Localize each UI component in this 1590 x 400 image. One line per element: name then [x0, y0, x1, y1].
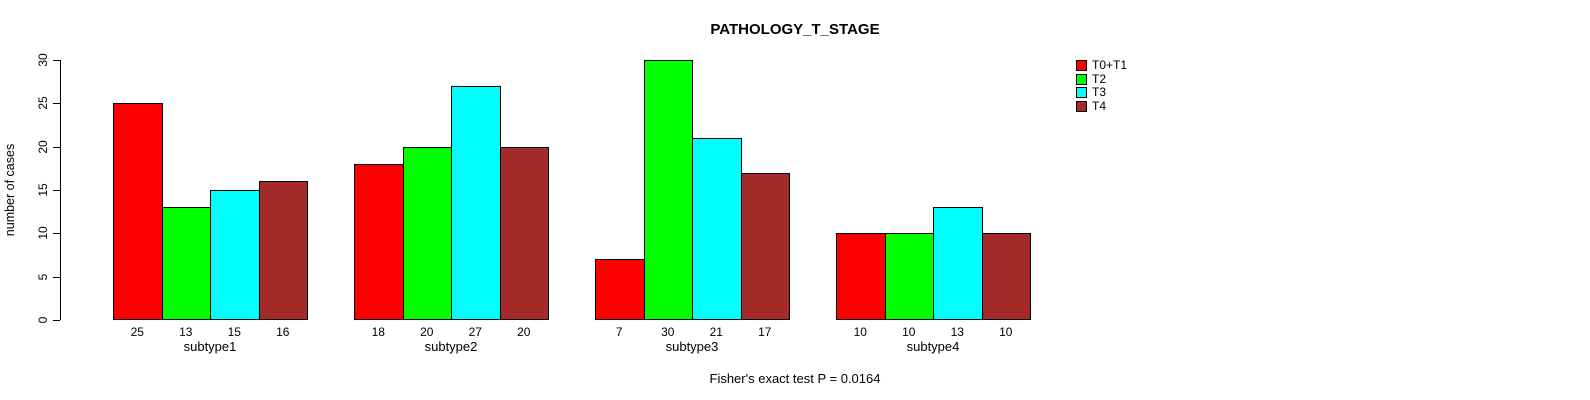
category-label-subtype1: subtype1	[183, 339, 237, 354]
legend-item-t0-t1: T0+T1	[1076, 59, 1127, 73]
bar-value-label: 16	[276, 325, 290, 339]
y-tick-label: 5	[36, 273, 50, 280]
legend-item-t2: T2	[1076, 71, 1127, 87]
bar-value-label: 20	[517, 325, 531, 339]
y-tick-label: 10	[36, 226, 50, 241]
bar-value-label: 25	[130, 325, 144, 339]
bar-value-label: 27	[468, 325, 482, 339]
y-tick-label: 20	[36, 139, 50, 154]
bar-value-label: 21	[709, 325, 723, 339]
bar-subtype3-t4	[740, 172, 790, 320]
bar-subtype3-t2	[643, 60, 693, 320]
bar-subtype2-t4	[499, 146, 549, 320]
legend-label: T4	[1092, 98, 1107, 113]
bar-value-label: 15	[227, 325, 241, 339]
category-label-subtype2: subtype2	[424, 339, 478, 354]
bar-value-label: 20	[420, 325, 434, 339]
bar-value-label: 10	[902, 325, 916, 339]
bar-value-label: 10	[853, 325, 867, 339]
y-axis-tick	[53, 233, 60, 235]
category-label-subtype3: subtype3	[665, 339, 719, 354]
bar-value-label: 13	[950, 325, 964, 339]
chart-title: PATHOLOGY_T_STAGE	[710, 21, 880, 38]
bar-subtype4-t4	[981, 233, 1031, 320]
bar-subtype1-t3	[210, 190, 260, 320]
y-axis-tick	[53, 320, 60, 321]
y-axis-tick	[53, 190, 60, 191]
y-tick-label: 25	[36, 96, 50, 111]
y-axis-tick	[53, 103, 60, 105]
bar-subtype1-t0-t1	[113, 103, 163, 320]
bar-subtype1-t2	[161, 207, 211, 320]
bar-subtype3-t3	[692, 138, 742, 320]
bar-subtype4-t3	[933, 207, 983, 320]
legend-item-t3: T3	[1076, 86, 1127, 100]
legend: T0+T1 T2 T3 T4	[1076, 59, 1127, 113]
y-tick-label: 0	[36, 316, 50, 324]
bar-value-label: 30	[661, 325, 675, 339]
y-axis-tick	[53, 60, 60, 61]
bar-subtype1-t4	[258, 181, 308, 320]
legend-label: T3	[1092, 85, 1107, 100]
bar-subtype2-t2	[402, 146, 452, 320]
bar-value-label: 13	[179, 325, 193, 339]
bar-subtype4-t2	[884, 233, 934, 320]
legend-swatch	[1076, 73, 1087, 85]
bar-subtype2-t3	[451, 86, 501, 320]
bar-subtype2-t0-t1	[354, 164, 404, 320]
y-axis-line	[60, 60, 61, 320]
fisher-test-caption: Fisher's exact test P = 0.0164	[709, 371, 881, 386]
legend-label: T0+T1	[1092, 58, 1128, 73]
y-axis-tick	[53, 146, 60, 148]
category-label-subtype4: subtype4	[906, 339, 960, 354]
y-tick-label: 15	[36, 183, 50, 197]
bar-subtype3-t0-t1	[595, 259, 645, 320]
bar-value-label: 18	[371, 325, 385, 339]
legend-swatch	[1076, 60, 1087, 72]
y-axis-tick	[53, 276, 60, 278]
y-tick-label: 30	[36, 53, 50, 67]
legend-swatch	[1076, 100, 1087, 112]
legend-swatch	[1076, 87, 1087, 99]
legend-item-t4: T4	[1076, 98, 1127, 114]
bar-subtype4-t0-t1	[836, 233, 886, 320]
bar-value-label: 7	[615, 325, 623, 339]
legend-label: T2	[1092, 71, 1107, 86]
y-axis-title: number of cases	[3, 143, 17, 237]
bar-value-label: 17	[758, 325, 772, 339]
bar-value-label: 10	[999, 325, 1013, 339]
